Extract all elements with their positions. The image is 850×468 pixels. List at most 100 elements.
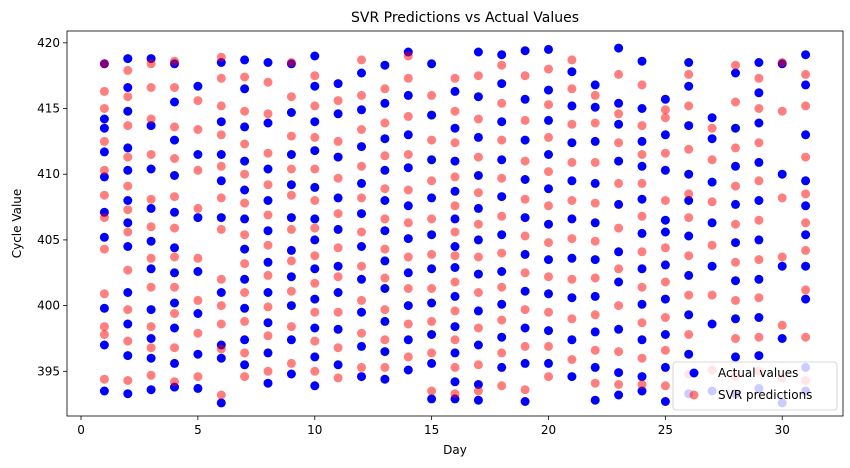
actual-point — [403, 301, 413, 311]
prediction-point — [357, 161, 366, 171]
actual-point — [614, 98, 624, 108]
prediction-point — [170, 343, 179, 353]
actual-point — [99, 114, 109, 124]
prediction-point — [193, 96, 203, 106]
actual-point — [731, 276, 740, 286]
prediction-point — [286, 224, 296, 234]
actual-point — [240, 303, 250, 313]
actual-point — [310, 214, 320, 224]
prediction-point — [123, 376, 133, 385]
prediction-point — [146, 253, 156, 263]
actual-point — [614, 277, 624, 287]
prediction-point — [660, 113, 670, 123]
prediction-point — [170, 223, 179, 233]
prediction-point — [380, 151, 390, 161]
y-axis: 395 400 405 410 415 420 — [37, 36, 67, 378]
actual-point — [427, 230, 437, 240]
prediction-point — [754, 73, 764, 83]
prediction-point — [637, 353, 647, 363]
actual-point — [754, 351, 764, 361]
prediction-point — [380, 305, 390, 315]
prediction-point — [333, 272, 343, 282]
prediction-point — [777, 106, 787, 116]
prediction-point — [216, 130, 226, 140]
actual-point — [286, 180, 296, 190]
prediction-point — [240, 259, 250, 269]
prediction-point — [801, 69, 811, 79]
prediction-point — [286, 256, 296, 266]
prediction-point — [216, 390, 226, 400]
actual-point — [310, 182, 320, 192]
prediction-point — [427, 214, 437, 224]
prediction-point — [333, 136, 343, 146]
prediction-point — [731, 219, 740, 229]
actual-point — [567, 176, 577, 186]
actual-point — [357, 372, 366, 382]
prediction-point — [123, 227, 133, 237]
prediction-point — [403, 51, 413, 61]
actual-point — [357, 209, 366, 219]
actual-point — [286, 108, 296, 117]
actual-point — [660, 227, 670, 237]
actual-point — [123, 165, 133, 175]
actual-point — [170, 97, 179, 107]
prediction-point — [801, 101, 811, 111]
actual-point — [380, 60, 390, 70]
legend-marker-actual — [689, 368, 699, 378]
prediction-point — [567, 355, 577, 364]
actual-point — [216, 117, 226, 127]
prediction-point — [614, 347, 624, 357]
prediction-point — [707, 290, 717, 300]
actual-point — [170, 171, 179, 180]
actual-point — [333, 360, 343, 370]
prediction-point — [473, 386, 483, 396]
prediction-point — [286, 190, 296, 200]
prediction-point — [240, 288, 250, 297]
actual-point — [637, 161, 647, 171]
prediction-point — [520, 115, 530, 125]
actual-point — [123, 106, 133, 116]
actual-point — [590, 362, 600, 372]
prediction-point — [263, 270, 273, 280]
actual-point — [637, 104, 647, 113]
actual-point — [544, 184, 553, 194]
actual-point — [450, 263, 460, 272]
prediction-point — [123, 121, 133, 131]
actual-point — [590, 80, 600, 90]
prediction-point — [660, 313, 670, 322]
legend-marker-svr — [689, 390, 699, 400]
prediction-point — [754, 176, 764, 186]
actual-point — [146, 264, 156, 274]
prediction-point — [520, 156, 530, 166]
actual-point — [170, 243, 179, 253]
actual-point — [473, 340, 483, 350]
prediction-point — [403, 218, 413, 228]
actual-point — [99, 123, 109, 133]
actual-point — [637, 299, 647, 309]
prediction-point — [170, 56, 179, 66]
prediction-point — [146, 222, 156, 232]
actual-point — [263, 196, 273, 205]
prediction-point — [707, 240, 717, 250]
prediction-point — [216, 224, 226, 234]
prediction-point — [193, 328, 203, 338]
actual-point — [684, 169, 694, 179]
actual-point — [99, 303, 109, 313]
prediction-point — [590, 90, 600, 100]
actual-point — [473, 47, 483, 57]
actual-point — [357, 142, 366, 152]
prediction-point — [801, 285, 811, 295]
actual-point — [146, 385, 156, 395]
actual-point — [777, 261, 787, 271]
prediction-point — [497, 60, 507, 70]
prediction-point — [240, 72, 250, 82]
prediction-point — [450, 73, 460, 83]
prediction-point — [450, 201, 460, 211]
prediction-point — [146, 114, 156, 124]
prediction-point — [684, 101, 694, 111]
prediction-point — [403, 111, 413, 121]
actual-point — [333, 152, 343, 162]
prediction-point — [99, 289, 109, 299]
prediction-point — [123, 92, 133, 102]
prediction-point — [567, 84, 577, 94]
